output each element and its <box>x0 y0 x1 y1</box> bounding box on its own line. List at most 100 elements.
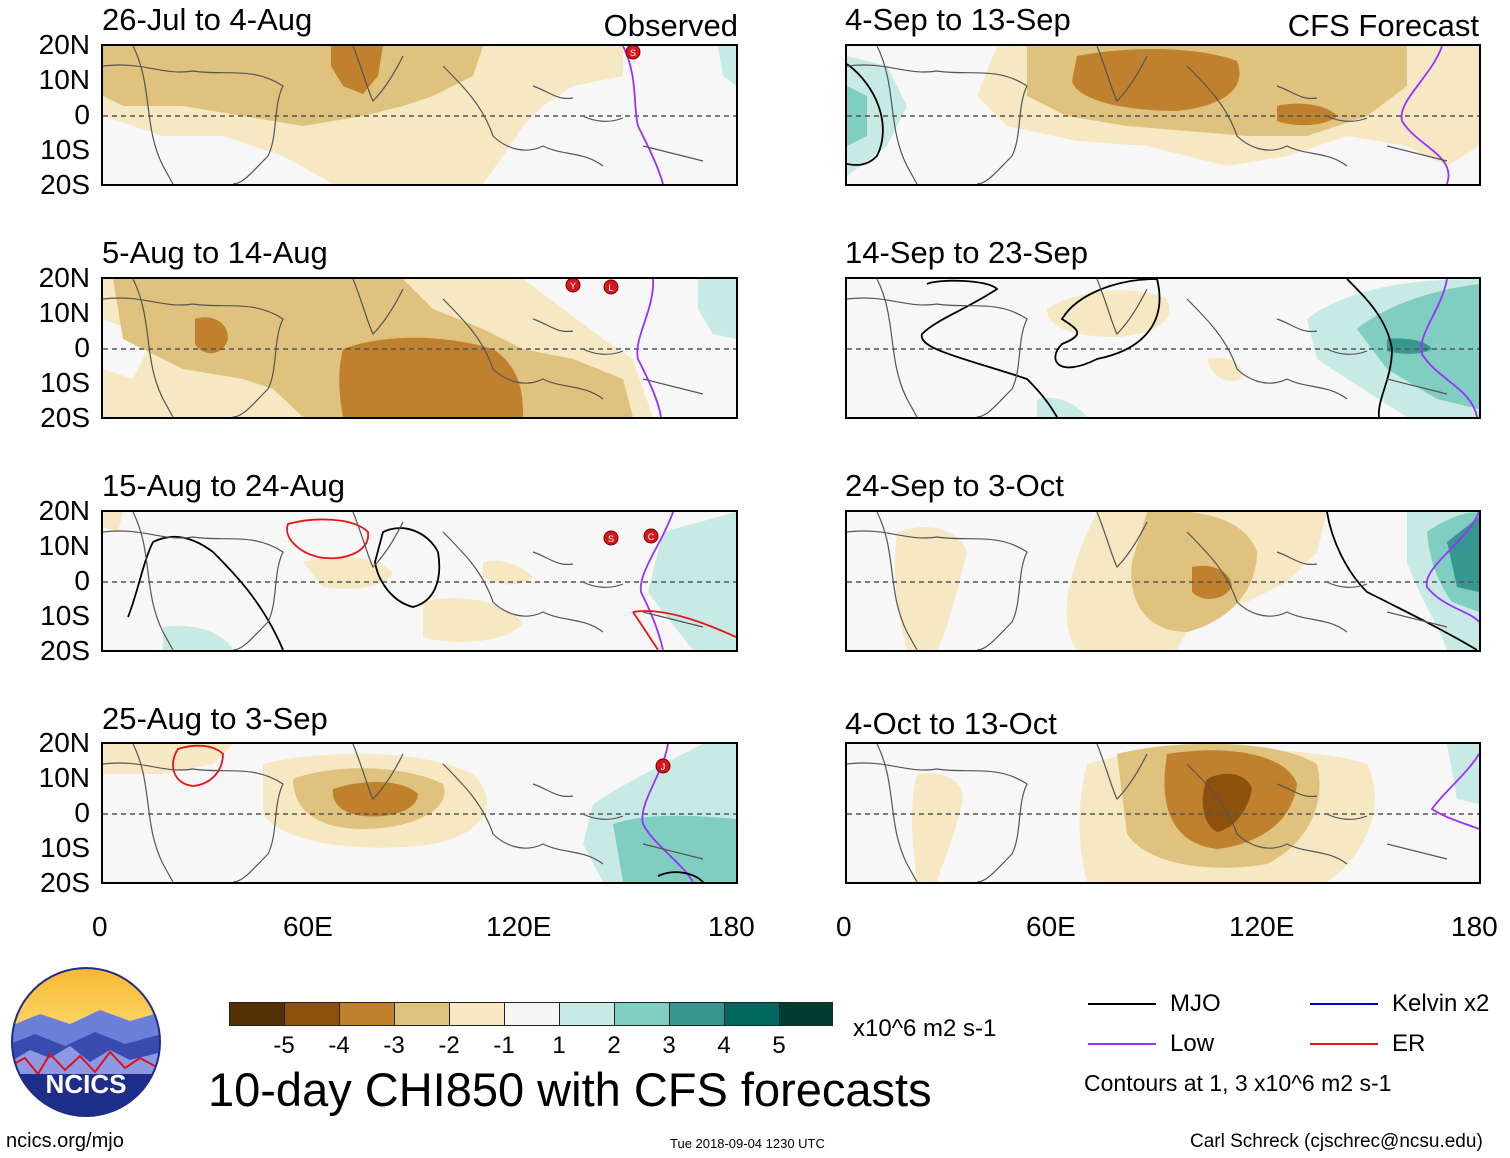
lat-label: 10S <box>40 600 90 631</box>
lat-label: 0 <box>74 565 90 596</box>
anomaly-positive <box>648 512 736 650</box>
colorbar-swatch <box>779 1002 833 1026</box>
mjo-contour <box>1326 512 1478 650</box>
anomaly-positive <box>718 46 736 86</box>
low-contour <box>1420 279 1478 417</box>
colorbar-swatch <box>669 1002 725 1026</box>
lat-label: 20S <box>40 402 90 433</box>
storm-marker <box>643 528 659 544</box>
colorbar-swatch <box>394 1002 450 1026</box>
map-panel: S <box>101 44 738 186</box>
legend-line-kelvin <box>1310 1003 1378 1005</box>
storm-letter: J <box>661 762 666 772</box>
lat-label: 20S <box>40 169 90 200</box>
coastlines <box>847 279 1448 417</box>
colorbar-swatch <box>724 1002 780 1026</box>
low-contour <box>622 46 664 184</box>
lat-label: 20N <box>38 262 90 293</box>
legend-label-low: Low <box>1170 1030 1215 1057</box>
coastlines <box>103 46 704 184</box>
er-contour <box>286 518 736 650</box>
storm-marker <box>625 46 641 60</box>
lat-label: 0 <box>74 797 90 828</box>
colorbar-tick: -1 <box>493 1032 515 1059</box>
storm-letter: S <box>630 48 636 58</box>
lon-label: 0 <box>92 911 108 942</box>
panel-title: 26-Jul to 4-Aug <box>102 2 313 37</box>
storm-marker <box>603 279 619 295</box>
map-panel: Y L <box>101 277 738 419</box>
storm-marker <box>655 758 671 774</box>
legend-label-er: ER <box>1392 1030 1426 1057</box>
panel-label-observed: Observed <box>603 8 738 43</box>
anomaly-strong <box>332 782 418 817</box>
mjo-contour <box>127 527 441 650</box>
panel-label-cfs-forecast: CFS Forecast <box>1287 8 1479 43</box>
coastlines <box>847 46 1448 184</box>
storm-marker-group: L <box>603 279 619 295</box>
colorbar-swatch <box>504 1002 560 1026</box>
map-panel <box>845 742 1481 884</box>
map-panel: S C <box>101 510 738 652</box>
storm-marker-group: Y <box>565 279 581 293</box>
storm-letter: L <box>608 283 613 293</box>
anomaly-weak <box>912 773 963 882</box>
legend-line-low <box>1088 1043 1156 1045</box>
low-contour <box>1430 753 1479 830</box>
lon-label: 120E <box>1229 911 1295 942</box>
map-panel: J <box>101 742 738 884</box>
map-panel <box>845 510 1481 652</box>
anomaly-positive <box>698 279 736 339</box>
low-contour <box>1425 512 1479 623</box>
colorbar-swatch <box>614 1002 670 1026</box>
coastlines <box>103 279 704 417</box>
colorbar-swatch <box>229 1002 285 1026</box>
colorbar-units: x10^6 m2 s-1 <box>853 1015 997 1042</box>
figure-title: 10-day CHI850 with CFS forecasts <box>208 1063 932 1116</box>
lat-label: 20N <box>38 727 90 758</box>
panel-title: 4-Sep to 13-Sep <box>845 2 1071 37</box>
storm-marker-group: C <box>643 528 659 544</box>
colorbar-tick: -4 <box>328 1032 350 1059</box>
coastlines <box>103 512 704 650</box>
lat-label: 20N <box>38 29 90 60</box>
footer-website: ncics.org/mjo <box>6 1130 124 1152</box>
legend-label-mjo: MJO <box>1170 990 1221 1017</box>
panel-title: 5-Aug to 14-Aug <box>102 235 328 270</box>
colorbar-tick: 4 <box>717 1032 731 1059</box>
colorbar-swatch <box>449 1002 505 1026</box>
panel-title: 15-Aug to 24-Aug <box>102 468 346 503</box>
colorbar-tick: 3 <box>662 1032 676 1059</box>
panel-title: 24-Sep to 3-Oct <box>845 468 1064 503</box>
map-panel <box>845 277 1481 419</box>
lat-label: 10N <box>38 530 90 561</box>
storm-marker <box>603 530 619 546</box>
storm-marker-group: S <box>625 46 641 60</box>
lat-label: 0 <box>74 332 90 363</box>
storm-letter: C <box>648 532 655 542</box>
storm-marker <box>565 279 581 293</box>
colorbar-tick: -2 <box>438 1032 460 1059</box>
low-contour <box>636 279 662 417</box>
logo-text: NCICS <box>46 1069 127 1099</box>
legend-label-kelvin: Kelvin x2 <box>1392 990 1490 1017</box>
lat-label: 10N <box>38 64 90 95</box>
lat-label: 10S <box>40 832 90 863</box>
panel-title: 4-Oct to 13-Oct <box>845 706 1057 741</box>
mjo-contour <box>657 871 704 882</box>
lat-label: 20N <box>38 495 90 526</box>
coastlines <box>847 512 1448 650</box>
er-contour <box>172 744 224 787</box>
legend-line-er <box>1310 1043 1378 1045</box>
colorbar-tick: -3 <box>383 1032 405 1059</box>
lon-label: 180 <box>708 911 755 942</box>
lat-label: 20S <box>40 867 90 898</box>
storm-marker-group: S <box>603 530 619 546</box>
map-panel <box>845 44 1481 186</box>
coastlines <box>847 744 1448 882</box>
anomaly-strong <box>1072 49 1240 111</box>
storm-letter: S <box>608 534 614 544</box>
lat-label: 10N <box>38 297 90 328</box>
lon-label: 60E <box>283 911 333 942</box>
mjo-contour <box>847 63 884 166</box>
